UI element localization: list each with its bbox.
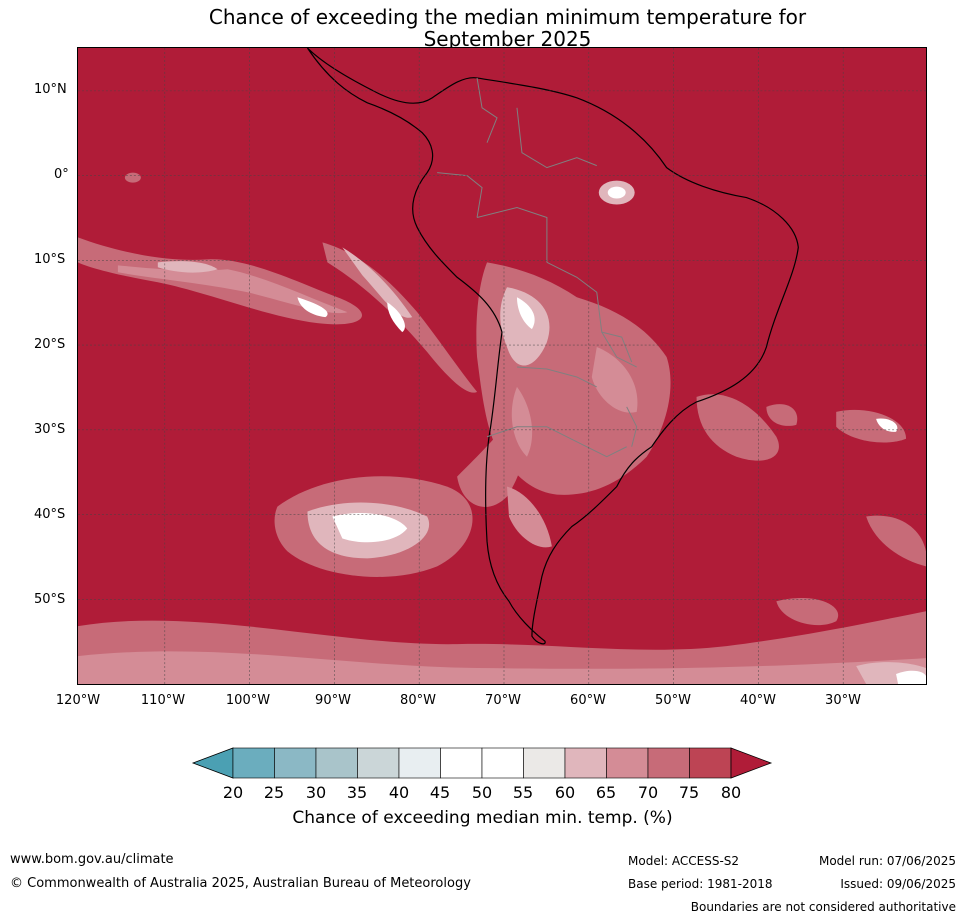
colorbar-max-arrow [730,747,773,779]
colorbar-label-75: 75 [678,783,700,802]
lon-label-50w: 50°W [655,693,691,708]
southern-ocean-anomaly [78,598,926,684]
footer-url[interactable]: www.bom.gov.au/climate [10,852,174,867]
lon-label-30w: 30°W [825,693,861,708]
colorbar-label-70: 70 [637,783,659,802]
lat-label-40s: 40°S [34,507,66,522]
lon-label-110w: 110°W [140,693,186,708]
footer-copyright: © Commonwealth of Australia 2025, Austra… [10,876,471,891]
lon-label-90w: 90°W [315,693,351,708]
colorbar-swatch-70-75 [647,747,690,779]
pacific-anomaly-band [78,237,478,393]
colorbar-swatch-75-80 [689,747,732,779]
colorbar-min-arrow [191,747,234,779]
lon-label-120w: 120°W [55,693,101,708]
lat-label-10n: 10°N [34,82,67,97]
colorbar-swatch-40-45 [398,747,441,779]
colorbar-label-45: 45 [429,783,451,802]
colorbar-label-40: 40 [388,783,410,802]
colorbar-label-80: 80 [720,783,742,802]
colorbar-label-60: 60 [554,783,576,802]
colorbar-label-30: 30 [305,783,327,802]
south-america-coastline [306,48,799,645]
footer-issued: Issued: 09/06/2025 [840,877,956,891]
south-america-anomaly [476,262,671,548]
colorbar-label-20: 20 [222,783,244,802]
colorbar [191,747,773,779]
colorbar-swatch-65-70 [606,747,649,779]
country-borders [437,77,638,458]
colorbar-label-35: 35 [346,783,368,802]
colorbar-swatch-30-35 [315,747,358,779]
footer-disclaimer: Boundaries are not considered authoritat… [690,900,956,914]
colorbar-label-55: 55 [512,783,534,802]
colorbar-label-25: 25 [263,783,285,802]
lon-label-80w: 80°W [400,693,436,708]
graticule [78,48,926,684]
colorbar-label-50: 50 [471,783,493,802]
colorbar-swatch-60-65 [564,747,607,779]
lat-label-0: 0° [54,167,69,182]
colorbar-swatch-45-50 [440,747,483,779]
colorbar-swatch-35-40 [357,747,400,779]
map-title-line1: Chance of exceeding the median minimum t… [208,5,807,29]
lat-label-50s: 50°S [34,592,66,607]
lat-label-10s: 10°S [34,252,66,267]
equatorial-anomaly [124,172,635,205]
colorbar-swatch-20-25 [232,747,275,779]
colorbar-title: Chance of exceeding median min. temp. (%… [292,808,673,828]
map-title-line2: September 2025 [423,27,592,51]
lat-label-20s: 20°S [34,337,66,352]
footer-model: Model: ACCESS-S2 [628,854,740,868]
colorbar-swatch-55-60 [523,747,566,779]
lon-label-60w: 60°W [570,693,606,708]
lon-label-70w: 70°W [485,693,521,708]
lon-label-100w: 100°W [225,693,271,708]
lon-label-40w: 40°W [740,693,776,708]
colorbar-swatch-50-55 [481,747,524,779]
colorbar-label-65: 65 [595,783,617,802]
footer-base-period: Base period: 1981-2018 [628,877,773,891]
probability-map [77,47,927,685]
colorbar-swatch-25-30 [274,747,317,779]
footer-model-run: Model run: 07/06/2025 [818,854,956,868]
lat-label-30s: 30°S [34,422,66,437]
